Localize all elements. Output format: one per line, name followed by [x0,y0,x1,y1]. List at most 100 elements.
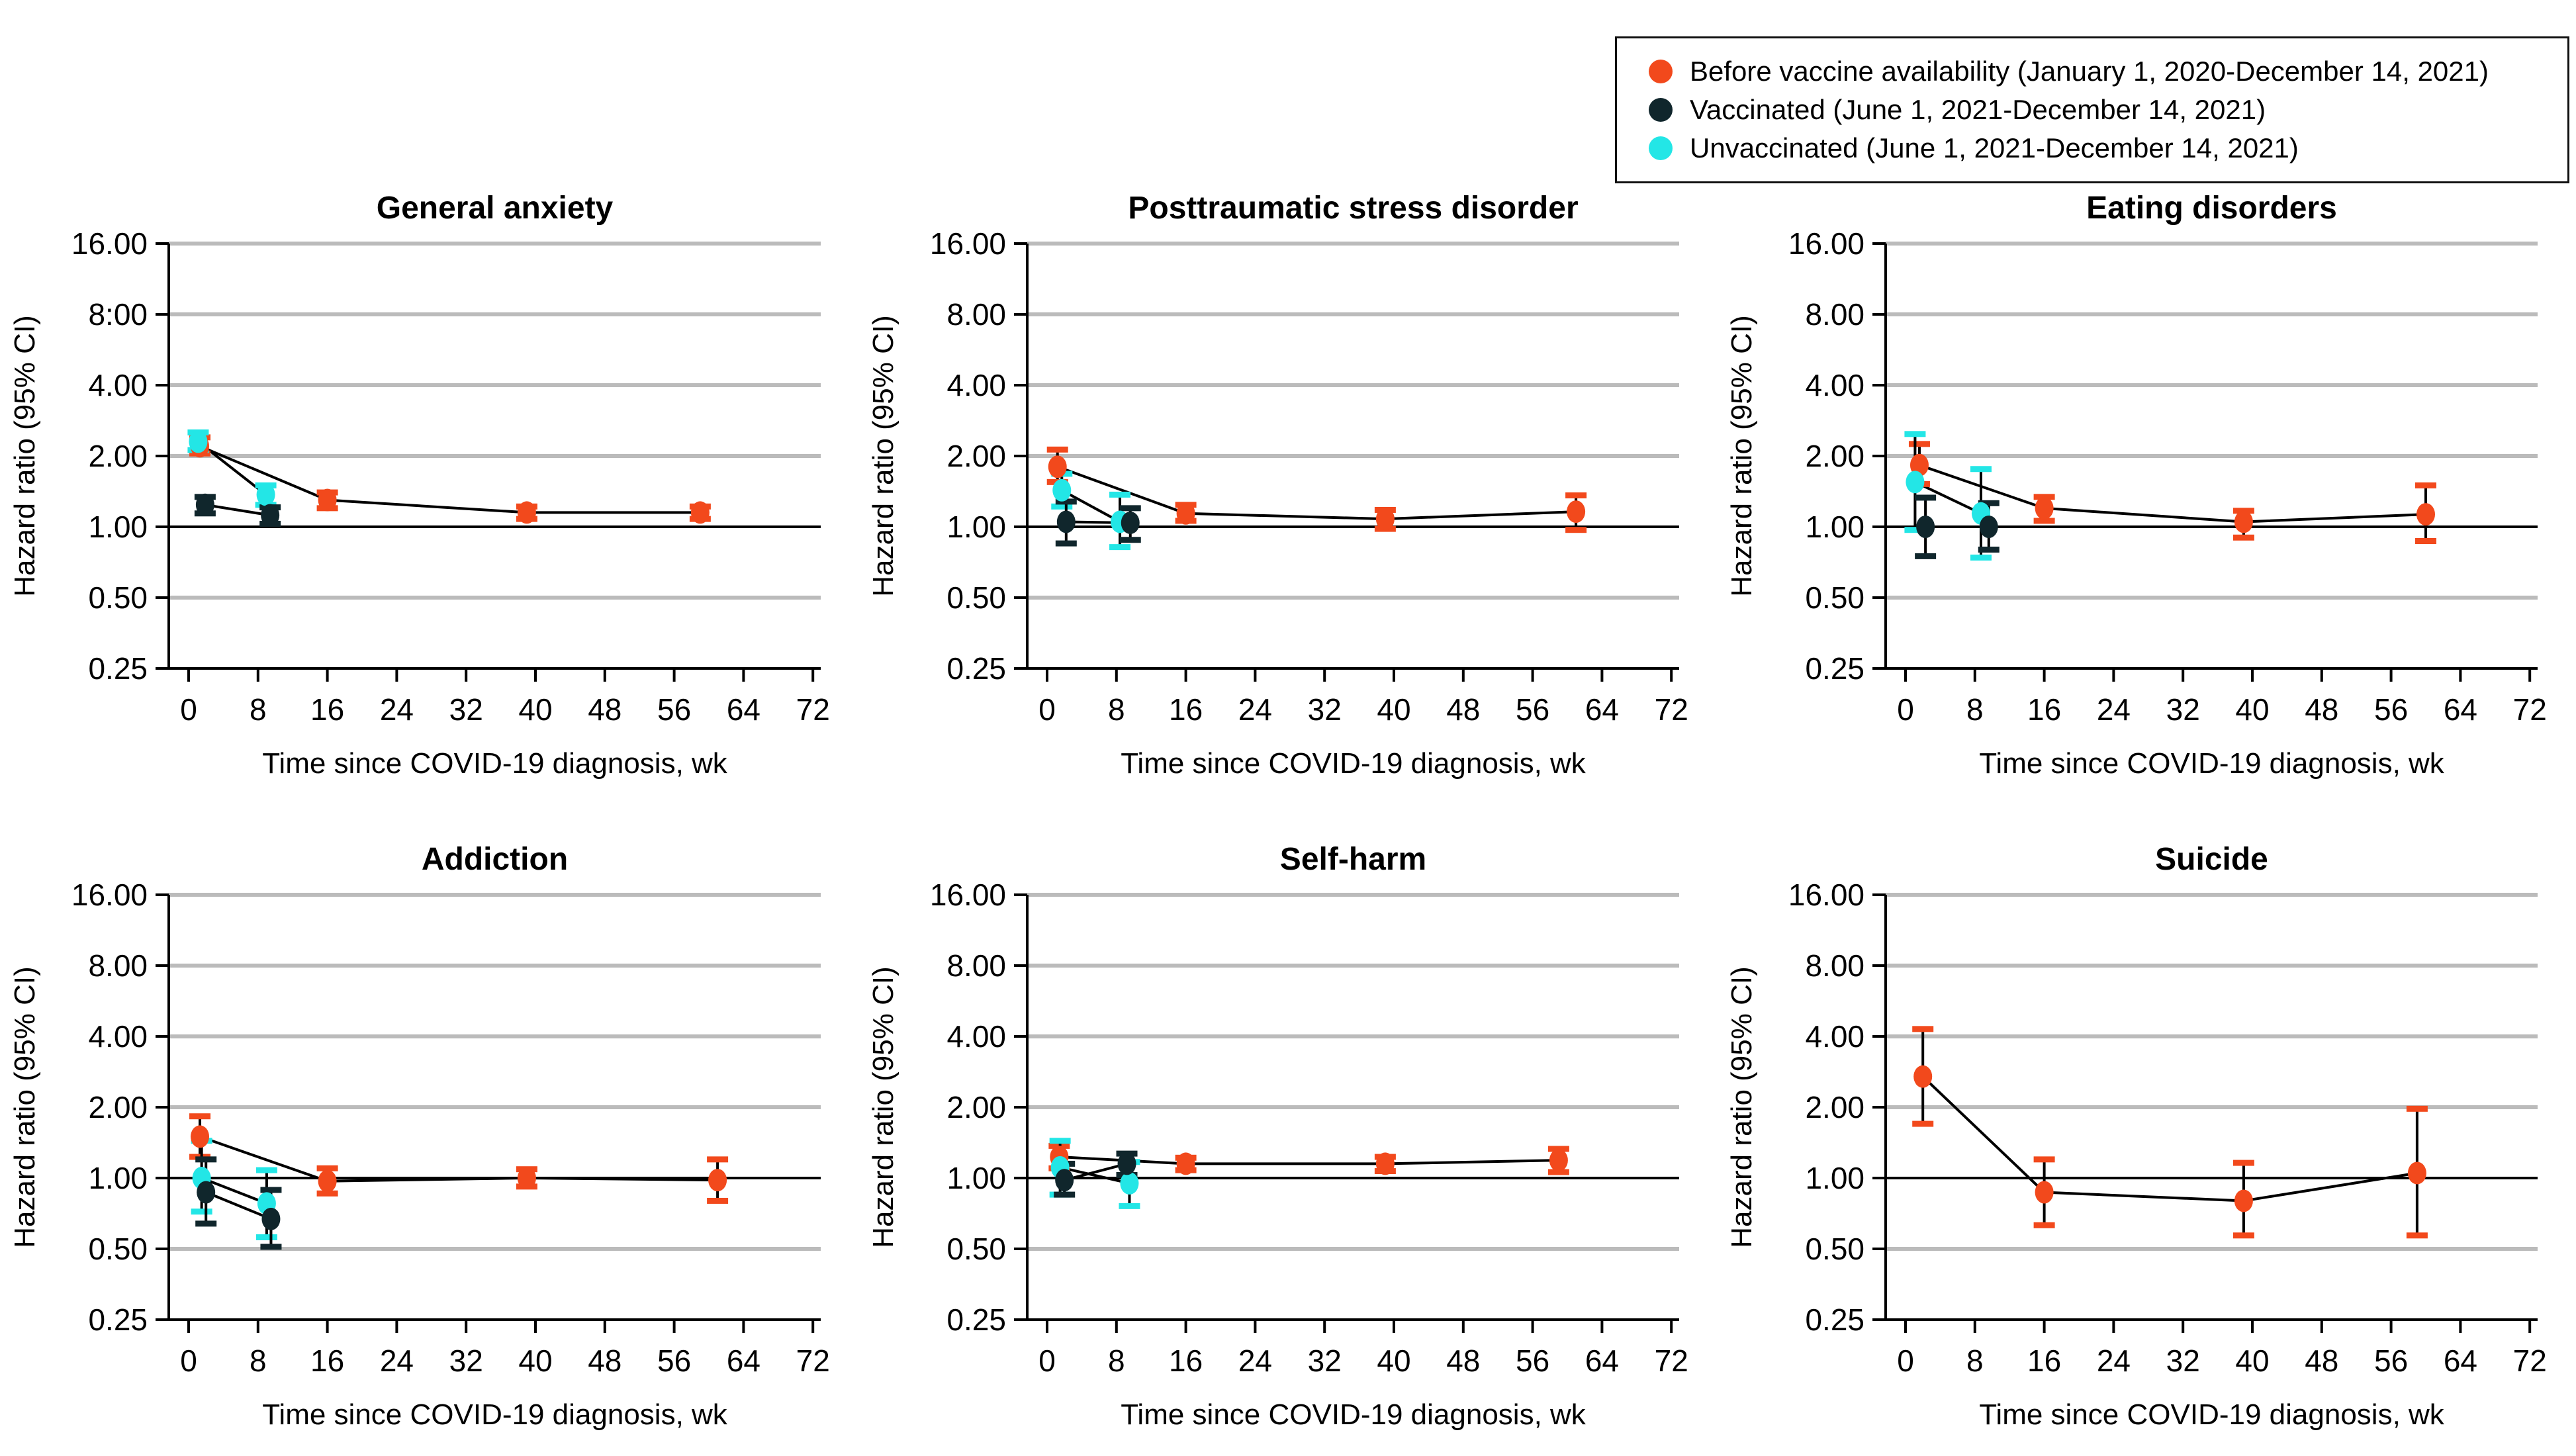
x-axis-title: Time since COVID-19 diagnosis, wk [262,747,728,780]
data-point-vaccinated [261,504,280,527]
x-tick-label: 32 [2166,1343,2200,1378]
y-tick-label: 0.25 [1805,651,1864,686]
chart-general-anxiety: 16.00 8:00 4.00 2.00 1.00 0.50 0.25 0 8 16 24 32 40 4… [9,191,830,780]
ci-cap [1119,537,1141,543]
data-point-vaccinated [1916,516,1935,538]
x-tick-label: 72 [2513,692,2547,727]
x-tick-label: 8 [250,692,267,727]
chart-suicide: 16.00 8.00 4.00 2.00 1.00 0.50 0.25 0 8 16 24 32 40 4… [1725,842,2547,1431]
y-tick-label: 16.00 [71,878,148,912]
ci-cap [1119,505,1141,512]
series-line-before [199,1135,718,1183]
ci-cap [1970,554,1992,561]
legend-dot-icon [1649,136,1673,160]
series-line-vaccinated [205,503,271,517]
data-point-before [2035,1181,2054,1204]
y-tick-label: 16.00 [930,226,1006,261]
x-tick-label: 16 [1169,1343,1203,1378]
data-point-before [2234,510,2253,533]
panel-title: General anxiety [377,191,614,226]
ci-cap [2033,494,2055,500]
x-tick-label: 64 [727,1343,760,1378]
x-tick-label: 8 [250,1343,267,1378]
data-point-before [318,1169,337,1193]
data-point-vaccinated [1121,511,1140,534]
y-tick-label: 4.00 [1805,368,1864,402]
x-tick-label: 64 [1585,692,1619,727]
y-tick-label: 16.00 [1788,226,1864,261]
ci-cap [2406,1232,2428,1239]
x-tick-label: 48 [2305,692,2338,727]
x-tick-label: 40 [2235,692,2269,727]
series-line-unvaccinated [1914,480,1982,515]
ci-cap [707,1197,729,1204]
chart-addiction: 16.00 8.00 4.00 2.00 1.00 0.50 0.25 0 8 16 24 32 40 4… [9,842,830,1431]
data-point-vaccinated [1117,1152,1136,1175]
data-point-before [1375,508,1395,531]
legend-dot-icon [1649,98,1673,122]
x-tick-label: 24 [1238,692,1272,727]
legend-item-before: Before vaccine availability (January 1, … [1649,56,2567,87]
y-tick-label: 1.00 [1805,1161,1864,1195]
data-point-before [2407,1161,2426,1185]
x-tick-label: 48 [1446,1343,1480,1378]
ci-cap [255,1234,277,1241]
y-tick-label: 4.00 [1805,1019,1864,1054]
ci-cap [1119,1203,1140,1209]
x-tick-label: 56 [657,692,691,727]
ci-cap [707,1156,729,1163]
series-line-before [1919,463,2426,523]
ci-cap [1904,527,1926,533]
ci-cap [2033,518,2055,524]
x-tick-label: 24 [1238,1343,1272,1378]
x-tick-label: 0 [1897,1343,1914,1378]
ci-cap [2415,482,2436,488]
data-point-before [708,1169,727,1192]
y-axis-title: Hazard ratio (95% CI) [867,966,899,1248]
panel-row-2: 16.00 8.00 4.00 2.00 1.00 0.50 0.25 0 8 16 24 32 40 4… [0,829,2576,1456]
y-tick-label: 0.25 [946,651,1006,686]
series-line-vaccinated [1064,1162,1128,1182]
legend: Before vaccine availability (January 1, … [1615,36,2569,183]
data-point-unvaccinated [189,430,208,453]
x-tick-label: 0 [1038,692,1056,727]
legend-dot-icon [1649,60,1673,83]
x-tick-label: 16 [2027,1343,2061,1378]
series-line-before [1921,1075,2418,1203]
panel-general-anxiety: 16.00 8:00 4.00 2.00 1.00 0.50 0.25 0 8 16 24 32 40 4… [0,177,858,813]
y-tick-label: 2.00 [88,1090,148,1124]
data-point-before [1375,1152,1395,1175]
x-tick-label: 56 [1516,692,1549,727]
x-tick-label: 40 [1377,692,1410,727]
ci-cap [2406,1105,2428,1112]
data-point-before [517,501,536,524]
data-point-vaccinated [1979,516,1998,538]
data-point-unvaccinated [256,483,275,506]
panel-title: Addiction [422,842,568,877]
ci-cap [195,1156,217,1163]
ci-cap [1978,500,2000,506]
ci-cap [1565,492,1587,499]
panel-self-harm: 16.00 8.00 4.00 2.00 1.00 0.50 0.25 0 8 16 24 32 40 4… [858,829,1717,1456]
x-tick-label: 0 [180,692,197,727]
y-tick-label: 2.00 [1805,1090,1864,1124]
ci-cap [1978,546,2000,553]
x-tick-label: 32 [2166,692,2200,727]
y-axis-title: Hazard ratio (95% CI) [1725,966,1758,1248]
x-tick-label: 48 [2305,1343,2338,1378]
data-point-vaccinated [1055,1169,1074,1192]
data-point-before [1909,453,1929,477]
x-tick-label: 16 [1169,692,1203,727]
y-tick-label: 4.00 [88,1019,148,1054]
data-point-before [690,501,710,524]
ci-cap [1049,1138,1071,1144]
y-tick-label: 0.50 [88,580,148,615]
x-tick-label: 0 [180,1343,197,1378]
x-tick-label: 24 [380,692,414,727]
ci-cap [1054,1191,1076,1198]
x-tick-label: 32 [449,692,483,727]
x-tick-label: 8 [1108,692,1125,727]
ci-cap [1055,540,1077,547]
x-tick-label: 32 [1308,1343,1342,1378]
